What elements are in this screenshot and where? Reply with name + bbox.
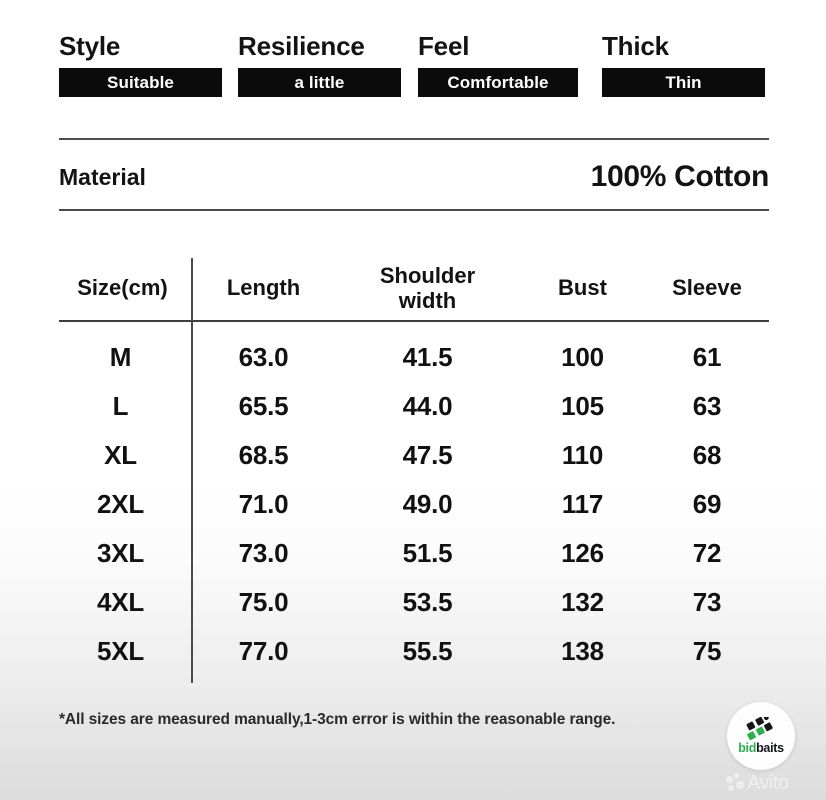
table-row: M 63.0 41.5 100 61: [59, 320, 769, 382]
logo-word-baits: baits: [756, 741, 784, 755]
cell-shoulder: 44.0: [402, 391, 453, 421]
cell-length: 65.5: [238, 391, 289, 421]
table-row: XL 68.5 47.5 110 68: [59, 431, 769, 480]
attribute-feel-value: Comfortable: [418, 68, 578, 97]
attribute-feel-title: Feel: [418, 31, 470, 61]
table-header-row: Size(cm) Length Shoulder width Bust Slee…: [59, 255, 769, 320]
cell-size: M: [109, 341, 132, 372]
cell-length: 71.0: [238, 489, 289, 519]
cell-size: L: [112, 391, 129, 421]
avito-logo-icon: [726, 773, 746, 793]
cell-bust: 100: [561, 341, 604, 372]
attribute-style-title: Style: [59, 31, 121, 61]
attribute-thick-title: Thick: [602, 31, 669, 61]
cell-sleeve: 61: [692, 341, 722, 372]
table-header-rule: [59, 320, 769, 322]
cell-shoulder: 51.5: [402, 538, 453, 568]
attribute-resilience: Resilience a little: [238, 30, 401, 97]
cell-bust: 105: [561, 391, 604, 421]
attribute-resilience-value: a little: [238, 68, 401, 97]
cell-sleeve: 69: [692, 489, 722, 519]
cell-size: 4XL: [96, 587, 145, 617]
material-value: 100% Cotton: [590, 160, 770, 193]
size-table-wrapper: Size(cm) Length Shoulder width Bust Slee…: [59, 255, 769, 676]
cell-size: 2XL: [96, 489, 145, 519]
cell-size: 3XL: [96, 538, 145, 568]
cell-shoulder: 41.5: [402, 341, 453, 372]
material-row: Material 100% Cotton: [59, 152, 769, 202]
size-table-body: M 63.0 41.5 100 61 L 65.5 44.0 105 63 XL…: [59, 320, 769, 676]
table-row: 5XL 77.0 55.5 138 75: [59, 627, 769, 676]
column-header-size: Size(cm): [77, 275, 168, 300]
avito-watermark: Avito: [726, 770, 826, 796]
attribute-style: Style Suitable: [59, 30, 222, 97]
cell-length: 68.5: [238, 440, 289, 470]
column-header-sleeve: Sleeve: [672, 275, 742, 300]
attribute-style-value: Suitable: [59, 68, 222, 97]
cell-sleeve: 72: [692, 538, 722, 568]
table-row: 3XL 73.0 51.5 126 72: [59, 529, 769, 578]
avito-watermark-text: Avito: [747, 772, 789, 794]
cell-shoulder: 53.5: [402, 587, 453, 617]
cell-bust: 126: [561, 538, 604, 568]
cell-shoulder: 47.5: [402, 440, 453, 470]
cell-shoulder: 49.0: [402, 489, 453, 519]
attribute-thick: Thick Thin: [602, 30, 765, 97]
size-table: Size(cm) Length Shoulder width Bust Slee…: [59, 255, 769, 676]
cell-sleeve: 68: [692, 440, 722, 470]
bidbaits-wordmark: bidbaits: [738, 742, 784, 755]
cell-sleeve: 63: [692, 391, 722, 421]
material-rule-top: [59, 138, 769, 140]
material-rule-bottom: [59, 209, 769, 211]
column-header-bust: Bust: [558, 275, 607, 300]
cell-bust: 117: [561, 489, 604, 519]
cell-length: 63.0: [238, 341, 289, 372]
cell-bust: 138: [561, 636, 604, 666]
measurement-footnote: *All sizes are measured manually,1-3cm e…: [59, 711, 616, 728]
attribute-thick-value: Thin: [602, 68, 765, 97]
material-label: Material: [59, 163, 146, 190]
attribute-feel: Feel Comfortable: [418, 30, 578, 97]
cell-length: 73.0: [238, 538, 289, 568]
attribute-resilience-title: Resilience: [238, 31, 365, 61]
column-header-shoulder-line2: width: [398, 287, 457, 313]
cell-size: 5XL: [96, 636, 145, 666]
table-vertical-divider: [191, 258, 193, 683]
cell-sleeve: 75: [692, 636, 722, 666]
cell-bust: 110: [561, 440, 604, 470]
column-header-shoulder-width: Shoulder width: [335, 255, 520, 320]
cell-length: 77.0: [238, 636, 289, 666]
size-table-head: Size(cm) Length Shoulder width Bust Slee…: [59, 255, 769, 320]
column-header-length: Length: [226, 275, 301, 300]
bidbaits-logo-badge: bidbaits: [727, 702, 795, 770]
bidbaits-logo-icon: [746, 717, 773, 741]
column-header-shoulder-line1: Shoulder: [379, 262, 476, 288]
table-row: 2XL 71.0 49.0 117 69: [59, 480, 769, 529]
cell-size: XL: [104, 440, 137, 470]
cell-length: 75.0: [238, 587, 289, 617]
attribute-group: Style Suitable Resilience a little Feel …: [59, 30, 769, 110]
cell-bust: 132: [561, 587, 604, 617]
table-row: L 65.5 44.0 105 63: [59, 382, 769, 431]
table-row: 4XL 75.0 53.5 132 73: [59, 578, 769, 627]
cell-shoulder: 55.5: [402, 636, 453, 666]
cell-sleeve: 73: [692, 587, 722, 617]
logo-word-bid: bid: [738, 741, 757, 755]
